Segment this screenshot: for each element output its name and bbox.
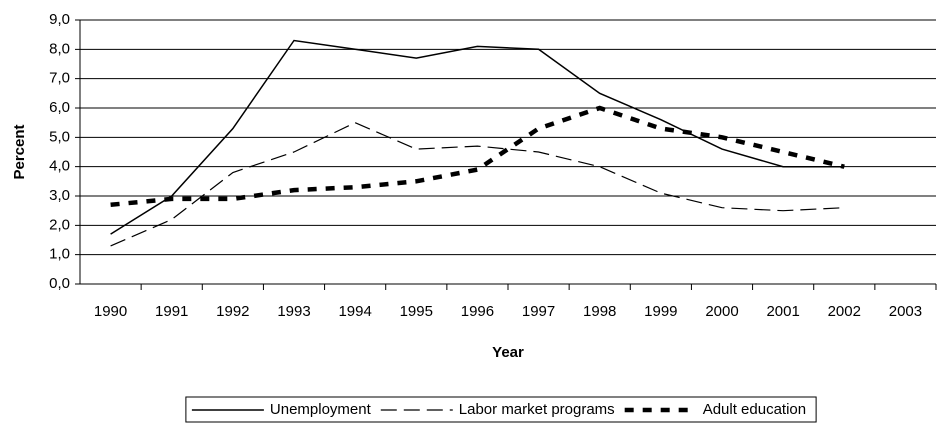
y-tick-label: 4,0 — [49, 158, 70, 175]
x-tick-label: 1996 — [461, 303, 494, 320]
y-tick-label: 0,0 — [49, 275, 70, 292]
x-tick-label: 2000 — [705, 303, 738, 320]
x-tick-label: 1994 — [338, 303, 371, 320]
x-tick-label: 1995 — [400, 303, 433, 320]
y-tick-label: 2,0 — [49, 216, 70, 233]
y-tick-label: 9,0 — [49, 11, 70, 28]
x-tick-label: 1999 — [644, 303, 677, 320]
x-tick-label: 1991 — [155, 303, 188, 320]
x-tick-label: 2001 — [766, 303, 799, 320]
y-axis-title: Percent — [11, 124, 28, 179]
y-tick-label: 5,0 — [49, 128, 70, 145]
x-tick-label: 1998 — [583, 303, 616, 320]
x-tick-label: 2003 — [889, 303, 922, 320]
legend-label: Labor market programs — [459, 401, 615, 418]
y-tick-label: 3,0 — [49, 187, 70, 204]
x-tick-label: 1997 — [522, 303, 555, 320]
series-line — [110, 122, 845, 247]
x-tick-label: 1990 — [94, 303, 127, 320]
x-tick-label: 1993 — [277, 303, 310, 320]
y-tick-label: 1,0 — [49, 246, 70, 263]
y-tick-label: 7,0 — [49, 70, 70, 87]
series-line — [110, 39, 845, 235]
y-tick-label: 8,0 — [49, 40, 70, 57]
series-line — [110, 105, 845, 208]
legend-label: Unemployment — [270, 401, 372, 418]
x-tick-label: 1992 — [216, 303, 249, 320]
y-tick-label: 6,0 — [49, 99, 70, 116]
x-axis-title: Year — [492, 344, 524, 361]
legend-label: Adult education — [703, 401, 806, 418]
legend — [185, 396, 817, 423]
x-tick-label: 2002 — [828, 303, 861, 320]
